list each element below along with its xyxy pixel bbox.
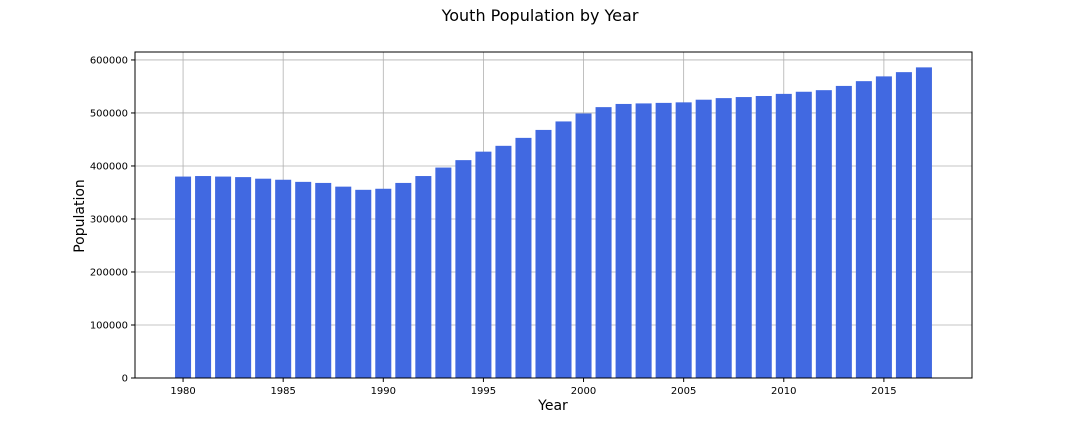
bar-1980 bbox=[175, 176, 192, 378]
y-tick-label: 400000 bbox=[90, 161, 128, 172]
x-tick-label: 1990 bbox=[371, 386, 396, 397]
bar-1985 bbox=[275, 179, 292, 378]
x-tick-label: 1985 bbox=[270, 386, 295, 397]
bar-2012 bbox=[815, 90, 832, 378]
y-tick-label: 300000 bbox=[90, 214, 128, 225]
bar-2009 bbox=[755, 95, 772, 378]
bar-1991 bbox=[395, 182, 412, 378]
bar-1993 bbox=[435, 167, 452, 378]
bar-1997 bbox=[515, 137, 532, 378]
bar-2007 bbox=[715, 98, 732, 379]
bar-1990 bbox=[375, 188, 392, 378]
y-tick-label: 500000 bbox=[90, 108, 128, 119]
y-tick-label: 0 bbox=[122, 374, 128, 385]
bar-2005 bbox=[675, 102, 692, 378]
x-axis-ticks: 1980 1985 1990 1995 2000 2005 2010 2015 bbox=[170, 378, 897, 397]
y-tick-label: 100000 bbox=[90, 320, 128, 331]
bar-2013 bbox=[835, 85, 852, 378]
bar-1981 bbox=[195, 176, 212, 378]
x-axis-label: Year bbox=[537, 398, 568, 414]
bar-2010 bbox=[775, 93, 792, 379]
bar-1984 bbox=[255, 178, 272, 378]
bar-1989 bbox=[355, 189, 372, 378]
x-tick-label: 2015 bbox=[871, 386, 896, 397]
bar-1998 bbox=[535, 129, 552, 378]
bar-1987 bbox=[315, 182, 332, 378]
chart-title: Youth Population by Year bbox=[441, 6, 639, 25]
bar-2004 bbox=[655, 102, 672, 378]
x-tick-label: 1995 bbox=[471, 386, 496, 397]
bar-1983 bbox=[235, 177, 252, 378]
bar-2016 bbox=[895, 72, 912, 378]
y-tick-label: 200000 bbox=[90, 267, 128, 278]
bar-1999 bbox=[555, 121, 572, 379]
x-tick-label: 2010 bbox=[771, 386, 796, 397]
bars bbox=[175, 67, 932, 379]
bar-2015 bbox=[875, 76, 892, 379]
bar-1986 bbox=[295, 181, 312, 378]
y-tick-label: 600000 bbox=[90, 55, 128, 66]
bar-1994 bbox=[455, 160, 472, 378]
x-tick-label: 2000 bbox=[571, 386, 596, 397]
bar-2001 bbox=[595, 107, 612, 379]
bar-2011 bbox=[795, 91, 812, 378]
bar-1992 bbox=[415, 176, 432, 378]
bar-2003 bbox=[635, 103, 652, 379]
bar-2006 bbox=[695, 99, 712, 379]
bar-1982 bbox=[215, 176, 232, 378]
bar-2002 bbox=[615, 103, 632, 378]
y-axis-label: Population bbox=[72, 179, 88, 253]
x-tick-label: 1980 bbox=[170, 386, 195, 397]
bar-2014 bbox=[855, 81, 872, 378]
bar-1995 bbox=[475, 151, 492, 378]
bar-2000 bbox=[575, 113, 592, 378]
bar-1996 bbox=[495, 145, 512, 378]
bar-1988 bbox=[335, 186, 352, 378]
x-tick-label: 2005 bbox=[671, 386, 696, 397]
plot-area-frame bbox=[134, 51, 973, 379]
y-axis-ticks: 0 100000 200000 300000 400000 500000 600000 bbox=[90, 55, 135, 385]
bar-2008 bbox=[735, 97, 752, 378]
bar-2017 bbox=[915, 67, 932, 378]
